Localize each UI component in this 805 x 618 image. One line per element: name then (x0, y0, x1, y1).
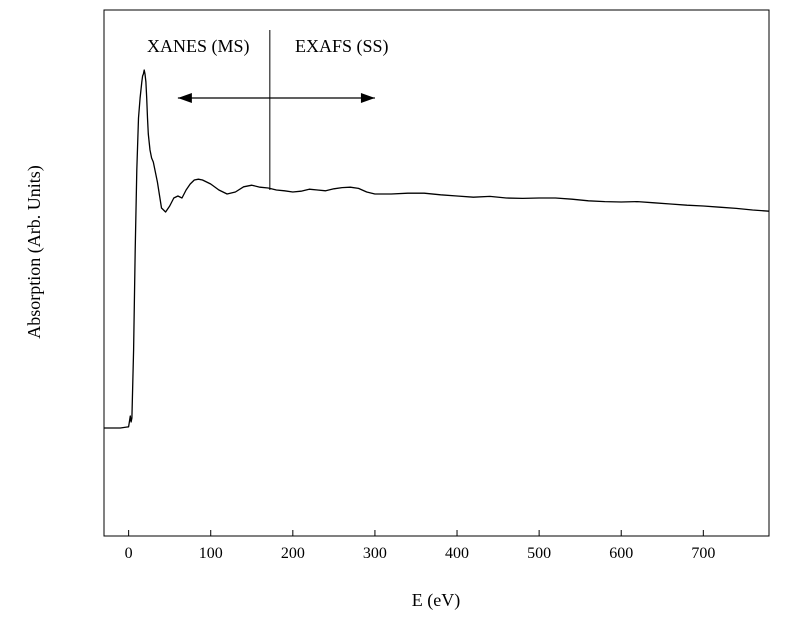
x-tick-label: 300 (363, 545, 387, 562)
absorption-spectrum-line (104, 69, 770, 429)
exafs-label: EXAFS (SS) (295, 36, 389, 57)
x-tick-label: 500 (527, 545, 551, 562)
arrow-head-left (177, 93, 192, 103)
x-tick-label: 200 (281, 545, 305, 562)
x-tick-label: 400 (445, 545, 469, 562)
x-tick-label: 100 (199, 545, 223, 562)
plot-frame (103, 9, 770, 537)
y-axis-label: Absorption (Arb. Units) (24, 165, 45, 339)
x-axis-label: E (eV) (412, 590, 460, 611)
arrow-head-right (360, 93, 375, 103)
x-ticks (128, 530, 704, 536)
x-tick-label: 0 (125, 545, 133, 562)
xanes-label: XANES (MS) (147, 36, 250, 57)
x-tick-label: 600 (609, 545, 633, 562)
x-tick-label: 700 (691, 545, 715, 562)
double-arrow (177, 93, 375, 103)
x-tick-labels: 0 100 200 300 400 500 600 700 (125, 545, 716, 562)
